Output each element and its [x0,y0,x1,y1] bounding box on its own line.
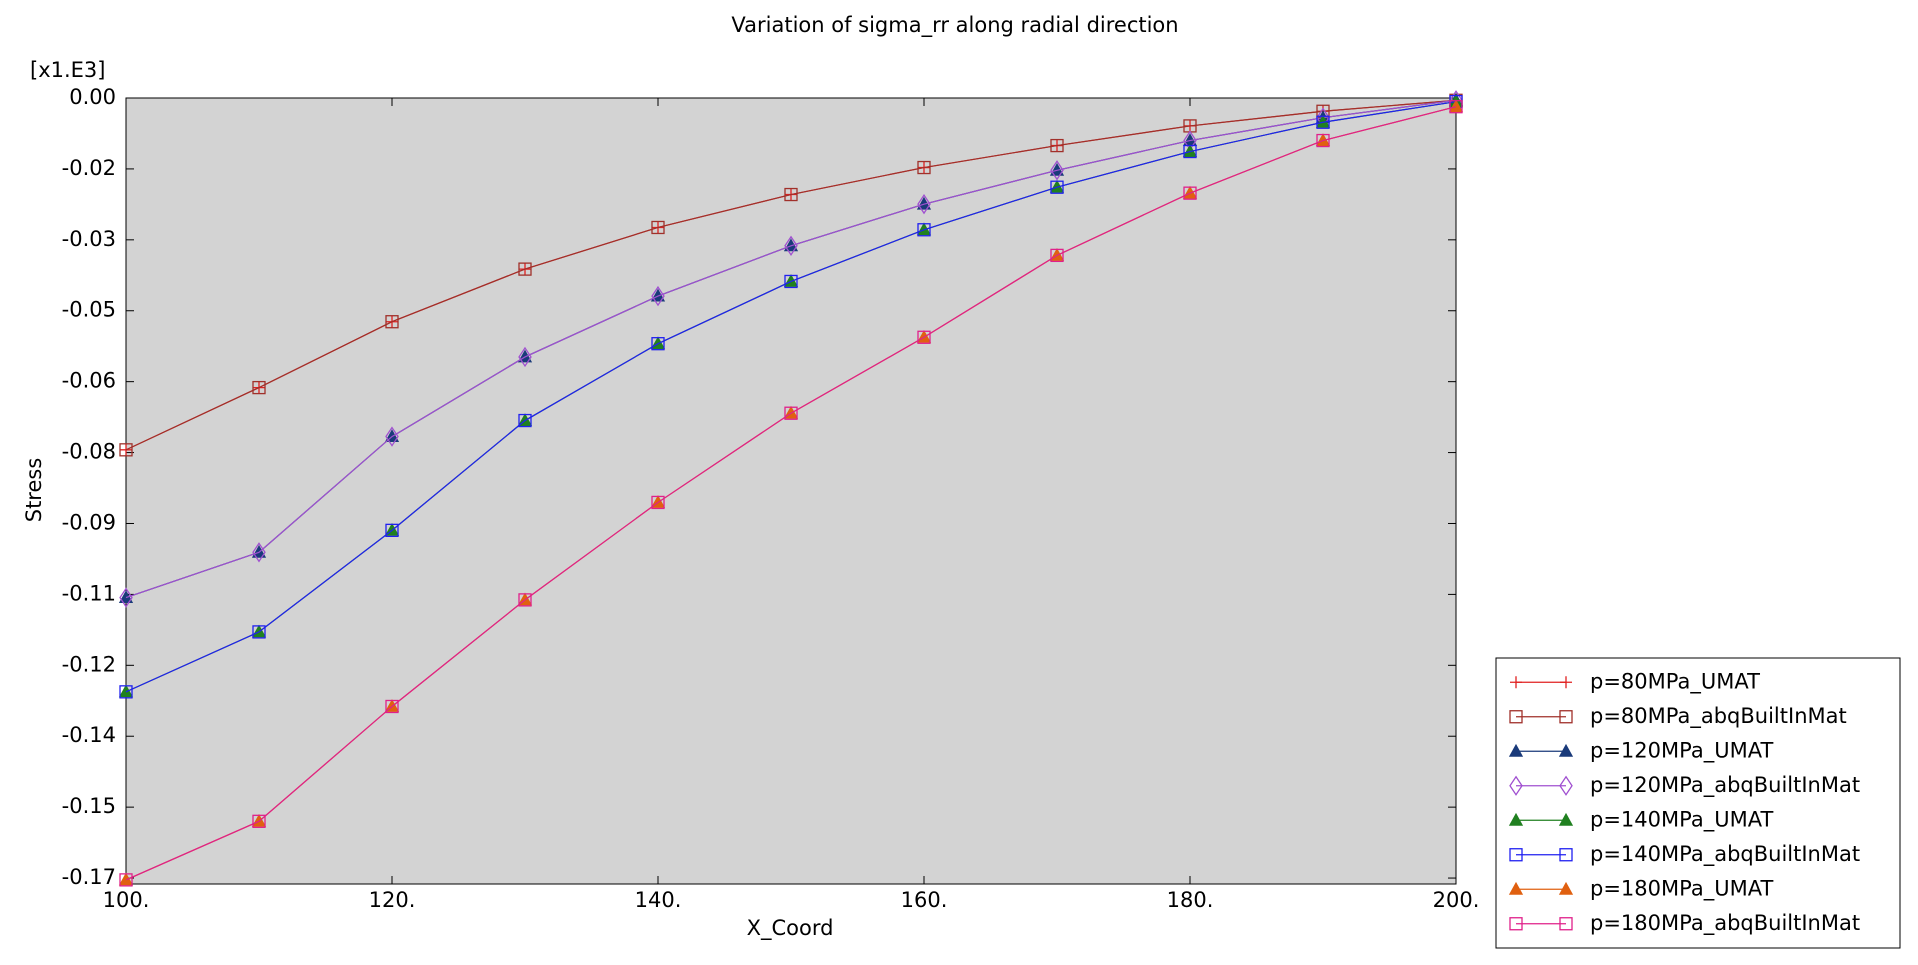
marker [1183,144,1197,159]
legend-label: p=180MPa_UMAT [1590,876,1773,901]
x-axis-label: X_Coord [747,916,834,941]
marker [1510,676,1522,689]
y-tick-label: 0.00 [69,85,116,109]
marker [1448,99,1464,113]
legend-label: p=180MPa_abqBuiltInMat [1590,911,1860,936]
series-line [125,101,1457,693]
y-tick-label: -0.14 [62,723,116,747]
legend-label: p=120MPa_abqBuiltInMat [1590,773,1860,798]
marker [1559,710,1573,724]
marker [1508,812,1524,826]
y-tick-label: -0.05 [62,298,116,322]
x-tick-label: 140. [635,888,682,912]
marker [1508,743,1524,757]
marker [917,160,931,175]
marker [119,685,133,699]
y-tick-label: -0.03 [62,227,116,251]
y-axis-label: Stress [22,458,46,523]
y-tick-label: -0.12 [62,652,116,676]
marker [1558,881,1574,895]
marker [1509,710,1523,724]
x-tick-label: 120. [369,888,416,912]
marker [252,380,266,395]
y-tick-label: -0.09 [62,510,116,534]
legend-label: p=140MPa_abqBuiltInMat [1590,842,1860,867]
x-tick-label: 180. [1167,888,1214,912]
y-tick-label: -0.15 [62,794,116,818]
y-tick-label: -0.02 [62,156,116,180]
marker [917,193,931,215]
marker [784,187,798,202]
marker [1316,133,1330,148]
marker [651,495,665,510]
marker [651,285,665,307]
marker [385,426,399,447]
marker [1183,186,1197,200]
marker [1559,848,1573,862]
marker [119,443,133,457]
marker [1559,775,1573,796]
plot-area [125,97,1457,885]
x-tick-label: 200. [1433,888,1480,912]
marker [1050,138,1064,153]
marker [119,873,133,887]
chart-title: Variation of sigma_rr along radial direc… [731,13,1178,38]
marker [651,220,665,235]
marker [1559,917,1573,931]
series-line [125,106,1457,881]
y-tick-label: -0.08 [62,440,116,464]
marker [252,814,266,828]
marker [784,406,798,420]
legend-label: p=140MPa_UMAT [1590,807,1773,832]
series [119,100,1463,887]
marker [1558,812,1574,826]
marker [1509,917,1523,931]
marker [917,330,931,344]
marker [1509,775,1523,796]
marker [784,274,798,289]
marker [518,593,532,607]
legend-box [1495,657,1901,949]
marker [1050,160,1064,181]
x-tick-label: 160. [901,888,948,912]
marker [1560,676,1572,689]
y-multiplier: [x1.E3] [30,58,105,82]
marker [385,523,399,537]
y-tick-label: -0.17 [62,865,116,889]
marker [1050,180,1064,194]
marker [518,346,532,368]
marker [1558,743,1574,757]
marker [1050,248,1064,263]
marker [252,542,266,563]
marker [1316,115,1330,129]
series-line [125,99,1457,599]
series [119,95,1463,699]
legend-label: p=80MPa_UMAT [1590,669,1760,694]
marker [385,699,399,714]
marker [518,262,532,276]
marker [651,337,665,351]
legend-label: p=80MPa_abqBuiltInMat [1590,704,1847,729]
marker [119,587,133,608]
legend-label: p=120MPa_UMAT [1590,738,1773,763]
y-tick-label: -0.11 [62,581,116,605]
marker [385,315,399,329]
marker [1509,848,1523,862]
series [119,90,1463,608]
marker [784,235,798,256]
marker [1449,100,1463,114]
marker [917,223,931,237]
marker [518,413,532,428]
series-line [125,99,1457,451]
marker [252,625,266,639]
y-tick-label: -0.06 [62,369,116,393]
x-tick-label: 100. [103,888,150,912]
marker [1508,881,1524,895]
